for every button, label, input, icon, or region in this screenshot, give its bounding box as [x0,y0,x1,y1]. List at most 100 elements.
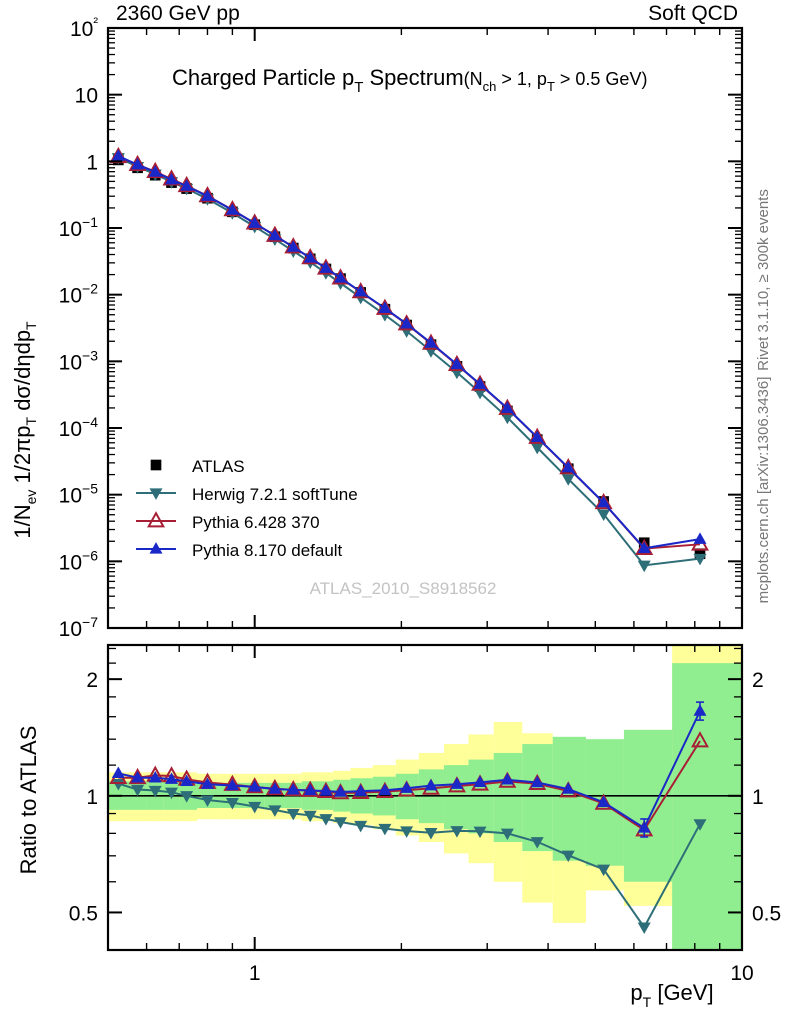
ratio-band-inner [493,752,523,842]
marker-triangle-up [400,781,414,793]
ratio-series-pythia [111,701,707,838]
y-axis-label: 1/Nev 1/2πpT dσ/dηdpT [10,321,39,539]
marker-triangle-down [561,474,575,486]
marker-triangle-up [180,774,194,786]
marker-triangle-down [500,828,514,841]
marker-triangle-up [500,401,514,413]
marker-triangle-up [354,784,368,796]
marker-triangle-up [148,165,162,177]
marker-triangle-up [378,783,392,796]
marker-triangle-up [319,261,333,273]
marker-triangle-up [473,377,487,389]
marker-triangle-up [424,336,438,348]
marker-triangle-up [303,783,317,796]
main-panel-frame [106,26,744,630]
marker-triangle-down [400,826,414,838]
marker-triangle-up-open [471,374,490,391]
x-axis-label: pT [GeV] [630,980,713,1010]
y-tick-label: 10−4 [59,414,99,441]
ratio-y-tick-label: 1 [86,786,98,809]
marker-triangle-down [693,819,707,831]
marker-triangle-down [225,797,239,810]
marker-triangle-up-open [691,731,709,748]
marker-triangle-up [597,795,611,807]
legend-label: Herwig 7.2.1 softTune [192,485,358,504]
marker-triangle-up [180,179,194,191]
marker-triangle-up [334,785,348,797]
marker-square [150,459,162,471]
ratio-uncertainty-bands [108,645,742,950]
marker-triangle-up [286,240,300,252]
marker-triangle-up [500,772,514,785]
marker-triangle-down [303,810,317,823]
legend-label: ATLAS [192,457,245,476]
marker-triangle-up [561,782,575,794]
header-left: 2360 GeV pp [116,2,240,25]
marker-triangle-up-open [331,268,350,285]
marker-triangle-down [693,553,707,566]
marker-triangle-up [268,782,282,794]
marker-triangle-down [378,823,392,836]
marker-triangle-down [200,795,214,807]
marker-triangle-up-open [316,258,335,275]
marker-triangle-up [450,357,464,370]
ratio-band-inner [552,736,586,861]
ratio-y-tick-label-right: 2 [752,669,764,692]
marker-triangle-down [334,817,348,829]
marker-triangle-up [248,780,262,792]
ratio-y-tick-label-right: 0.5 [752,902,781,925]
marker-triangle-up-open [284,779,303,797]
marker-triangle-up [303,251,317,263]
marker-triangle-up [200,189,214,201]
side-note-mcplots: mcplots.cern.ch [arXiv:1306.3436] [755,377,772,604]
marker-triangle-up [248,216,262,228]
series-pythia [111,149,707,553]
marker-triangle-down [131,784,145,797]
marker-triangle-up [200,777,214,789]
ratio-y-tick-label-right: 1 [752,786,764,809]
marker-triangle-up-open [447,354,466,372]
marker-triangle-up [111,149,125,161]
marker-triangle-down [473,826,487,839]
marker-triangle-up [225,203,239,215]
marker-triangle-down [180,791,194,803]
marker-triangle-down [248,801,262,814]
marker-triangle-up [354,284,368,297]
marker-triangle-down [597,509,611,521]
marker-triangle-up [131,157,145,170]
marker-triangle-up-open [559,458,578,475]
x-tick-label: 1 [249,962,261,985]
y-tick-label: 10−2 [59,281,99,308]
header-right: Soft QCD [648,2,738,25]
y-tick-label: 10−3 [59,347,99,374]
marker-triangle-up [530,430,544,442]
ratio-series-herwig [111,778,707,935]
marker-triangle-down [354,820,368,833]
marker-triangle-down [149,488,163,500]
x-tick-label: 10 [730,962,753,985]
y-tick-label: 10−6 [59,547,99,574]
ratio-band-inner [623,729,673,882]
main-panel-series [109,146,709,573]
y-tick-label: 10² [70,14,98,41]
ratio-panel-frame [106,643,744,952]
marker-triangle-up-open [147,511,165,528]
marker-triangle-up-open [528,427,547,444]
marker-triangle-up [225,778,239,791]
y-tick-label: 10−5 [59,481,99,508]
marker-triangle-up [149,542,163,554]
marker-triangle-up [148,770,162,783]
marker-triangle-down [286,808,300,821]
marker-triangle-down [319,814,333,826]
marker-triangle-up [637,541,651,553]
side-note-rivet: Rivet 3.1.10, ≥ 300k events [755,189,772,371]
ratio-band-inner [672,663,742,950]
marker-triangle-up-open [301,780,320,797]
marker-triangle-up-open [397,314,416,331]
ratio-band-inner [522,744,553,852]
y-tick-label: 1 [86,151,98,174]
marker-triangle-up [450,777,464,789]
marker-triangle-up [378,301,392,313]
